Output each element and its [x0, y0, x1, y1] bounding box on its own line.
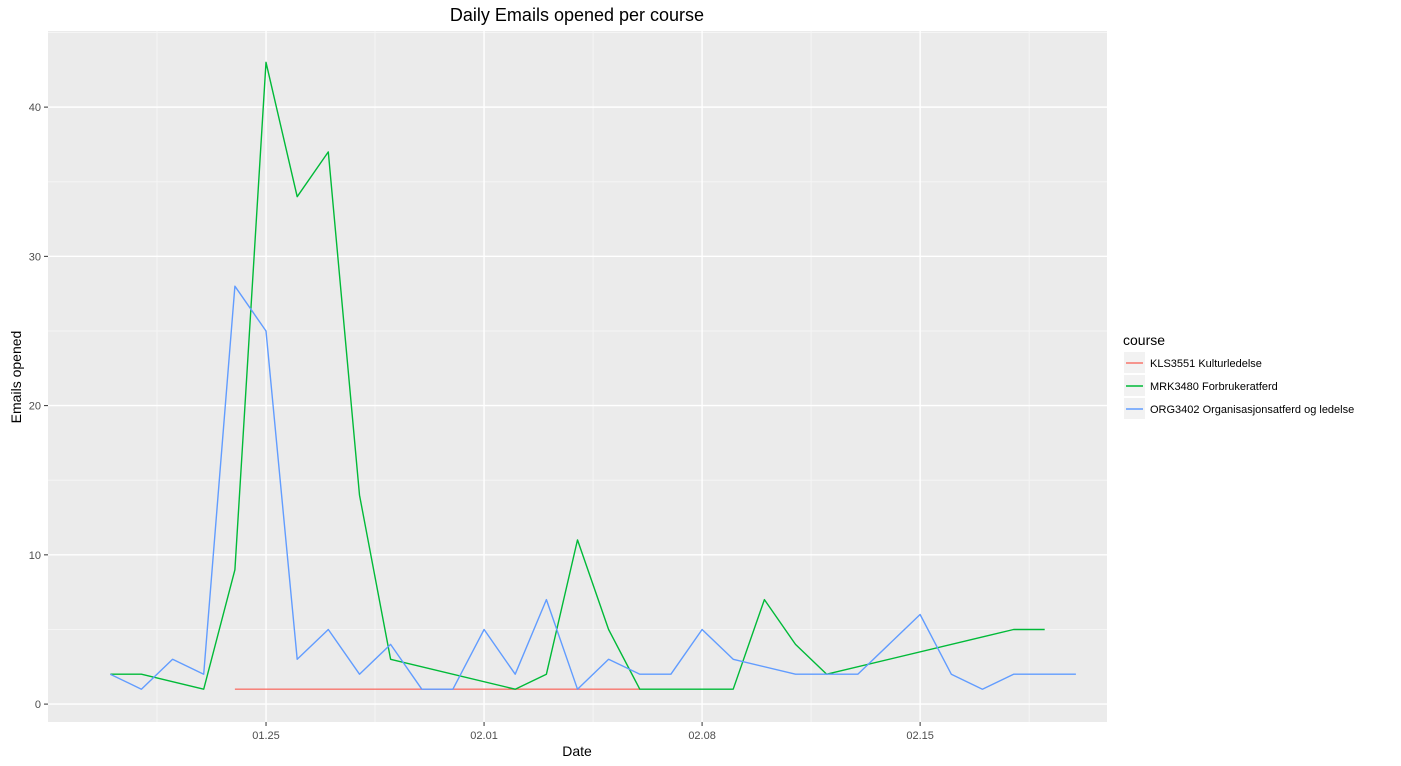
y-tick-label: 10	[29, 550, 41, 562]
legend-label: KLS3551 Kulturledelse	[1150, 358, 1262, 370]
plot-panel	[48, 31, 1107, 722]
y-axis-title: Emails opened	[8, 331, 24, 424]
x-tick-label: 02.15	[906, 730, 934, 742]
x-axis: 01.25 02.01 02.08 02.15	[252, 722, 934, 742]
y-axis: 0 10 20 30 40	[29, 102, 48, 711]
legend: course KLS3551 Kulturledelse MRK3480 Forb…	[1123, 332, 1354, 419]
series-lines	[109, 61, 1076, 690]
minor-gridlines	[48, 31, 1107, 722]
legend-label: MRK3480 Forbrukeratferd	[1150, 381, 1278, 393]
legend-label: ORG3402 Organisasjonsatferd og ledelse	[1150, 404, 1354, 416]
y-tick-label: 0	[35, 699, 41, 711]
major-gridlines	[48, 31, 1107, 722]
y-tick-label: 30	[29, 251, 41, 263]
y-tick-label: 20	[29, 401, 41, 413]
series-line	[110, 61, 1045, 690]
legend-title: course	[1123, 332, 1165, 348]
x-tick-label: 02.01	[470, 730, 498, 742]
series-line	[109, 285, 1076, 690]
x-tick-label: 01.25	[252, 730, 280, 742]
y-tick-label: 40	[29, 102, 41, 114]
x-tick-label: 02.08	[688, 730, 716, 742]
chart-title: Daily Emails opened per course	[450, 5, 704, 25]
x-axis-title: Date	[562, 743, 592, 759]
